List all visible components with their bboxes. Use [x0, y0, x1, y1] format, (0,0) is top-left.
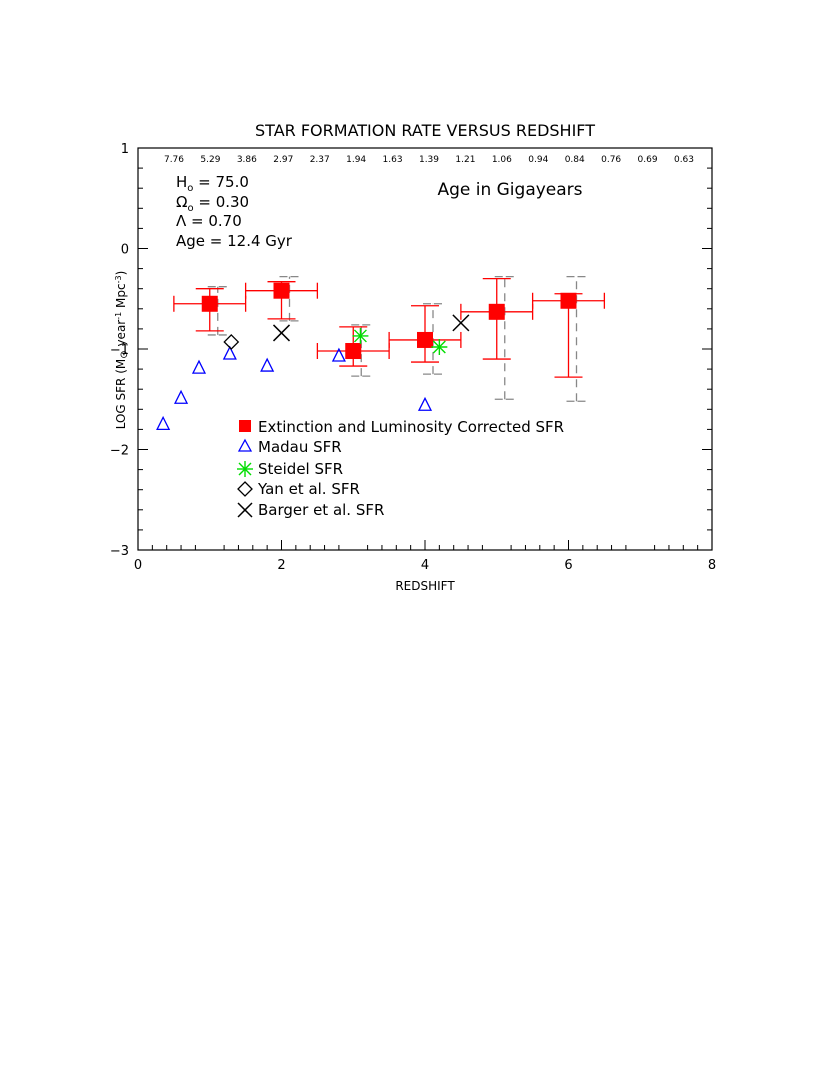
- corrected-sfr-marker: [345, 343, 362, 360]
- age-tick-label: 2.37: [310, 155, 330, 165]
- x-tick-label: 8: [708, 558, 716, 573]
- age-tick-label: 2.97: [273, 155, 293, 165]
- madau-sfr-point: [331, 347, 346, 362]
- madau-sfr-point: [191, 359, 207, 374]
- y-axis-label: LOG SFR (M⊙ year-1 Mpc-3): [114, 271, 130, 430]
- cosmology-params: Ho = 75.0 Ωo = 0.30 Λ = 0.70 Age = 12.4 …: [176, 173, 293, 250]
- steidel-sfr-point: [352, 327, 369, 344]
- corrected-sfr-marker: [417, 331, 433, 348]
- x-tick-label: 4: [421, 558, 429, 573]
- age-tick-label: 0.84: [565, 155, 585, 165]
- x-axis-label: REDSHIFT: [395, 579, 455, 593]
- barger-sfr-point: [452, 314, 470, 332]
- madau-sfr-point: [222, 345, 237, 360]
- corrected-sfr-point: [244, 275, 319, 322]
- y-tick-label: 1: [121, 142, 129, 157]
- legend-marker-steidel: [237, 461, 253, 477]
- age-tick-label: 0.76: [601, 155, 621, 165]
- barger-stroke: [272, 324, 291, 342]
- chart-title: STAR FORMATION RATE VERSUS REDSHIFT: [255, 121, 595, 140]
- age-label: Age in Gigayears: [437, 180, 582, 200]
- age-tick-label: 0.94: [528, 155, 548, 165]
- corrected-sfr-point: [531, 275, 606, 402]
- h0-param: Ho = 75.0: [176, 173, 249, 194]
- x-tick-label: 6: [564, 558, 572, 573]
- age-tick-label: 7.76: [164, 155, 184, 165]
- madau-sfr-point: [417, 396, 433, 411]
- barger-stroke: [452, 314, 470, 332]
- madau-sfr-point: [156, 415, 171, 431]
- age-tick-label: 1.21: [455, 155, 475, 165]
- age-tick-label: 3.86: [237, 155, 257, 165]
- lambda-param: Λ = 0.70: [176, 212, 242, 230]
- legend-marker-yan: [237, 481, 253, 497]
- legend-label-corrected: Extinction and Luminosity Corrected SFR: [258, 418, 564, 436]
- madau-sfr-point: [260, 357, 275, 372]
- age-tick-label: 1.94: [346, 155, 366, 165]
- yan-sfr-point: [223, 334, 240, 350]
- legend-marker-madau: [237, 438, 253, 452]
- y-tick-label: −1: [110, 343, 129, 358]
- x-tick-label: 0: [134, 558, 142, 573]
- corrected-sfr-point: [460, 275, 534, 400]
- legend-marker-barger: [237, 502, 253, 518]
- legend-label-steidel: Steidel SFR: [258, 460, 343, 478]
- corrected-sfr-marker: [560, 292, 577, 309]
- corrected-sfr-point: [316, 324, 390, 377]
- steidel-stroke: [432, 340, 446, 354]
- steidel-stroke: [353, 329, 367, 343]
- corrected-sfr-point: [388, 303, 462, 375]
- corrected-sfr-point: [173, 286, 247, 336]
- age-tick-label: 1.39: [419, 155, 439, 165]
- age-tick-label: 1.63: [383, 155, 403, 165]
- age-tick-label: 0.69: [638, 155, 658, 165]
- age-param: Age = 12.4 Gyr: [176, 232, 293, 250]
- legend-marker-corrected: [239, 420, 251, 432]
- corrected-sfr-marker: [488, 303, 505, 320]
- omega-param: Ωo = 0.30: [176, 193, 249, 214]
- y-tick-label: −2: [110, 444, 129, 459]
- legend-label-yan: Yan et al. SFR: [257, 480, 360, 498]
- age-tick-label: 0.63: [674, 155, 694, 165]
- madau-sfr-point: [173, 389, 189, 404]
- legend: Extinction and Luminosity Corrected SFR …: [237, 418, 564, 519]
- steidel-sfr-point: [431, 338, 448, 355]
- corrected-sfr-marker: [273, 282, 290, 299]
- legend-label-barger: Barger et al. SFR: [258, 501, 384, 519]
- age-tick-label: 5.29: [200, 155, 220, 165]
- barger-sfr-point: [272, 324, 291, 342]
- corrected-sfr-marker: [201, 295, 218, 312]
- legend-label-madau: Madau SFR: [258, 438, 342, 456]
- y-tick-label: −3: [110, 544, 129, 559]
- x-tick-label: 2: [277, 558, 285, 573]
- y-tick-label: 0: [121, 243, 129, 258]
- age-tick-label: 1.06: [492, 155, 512, 165]
